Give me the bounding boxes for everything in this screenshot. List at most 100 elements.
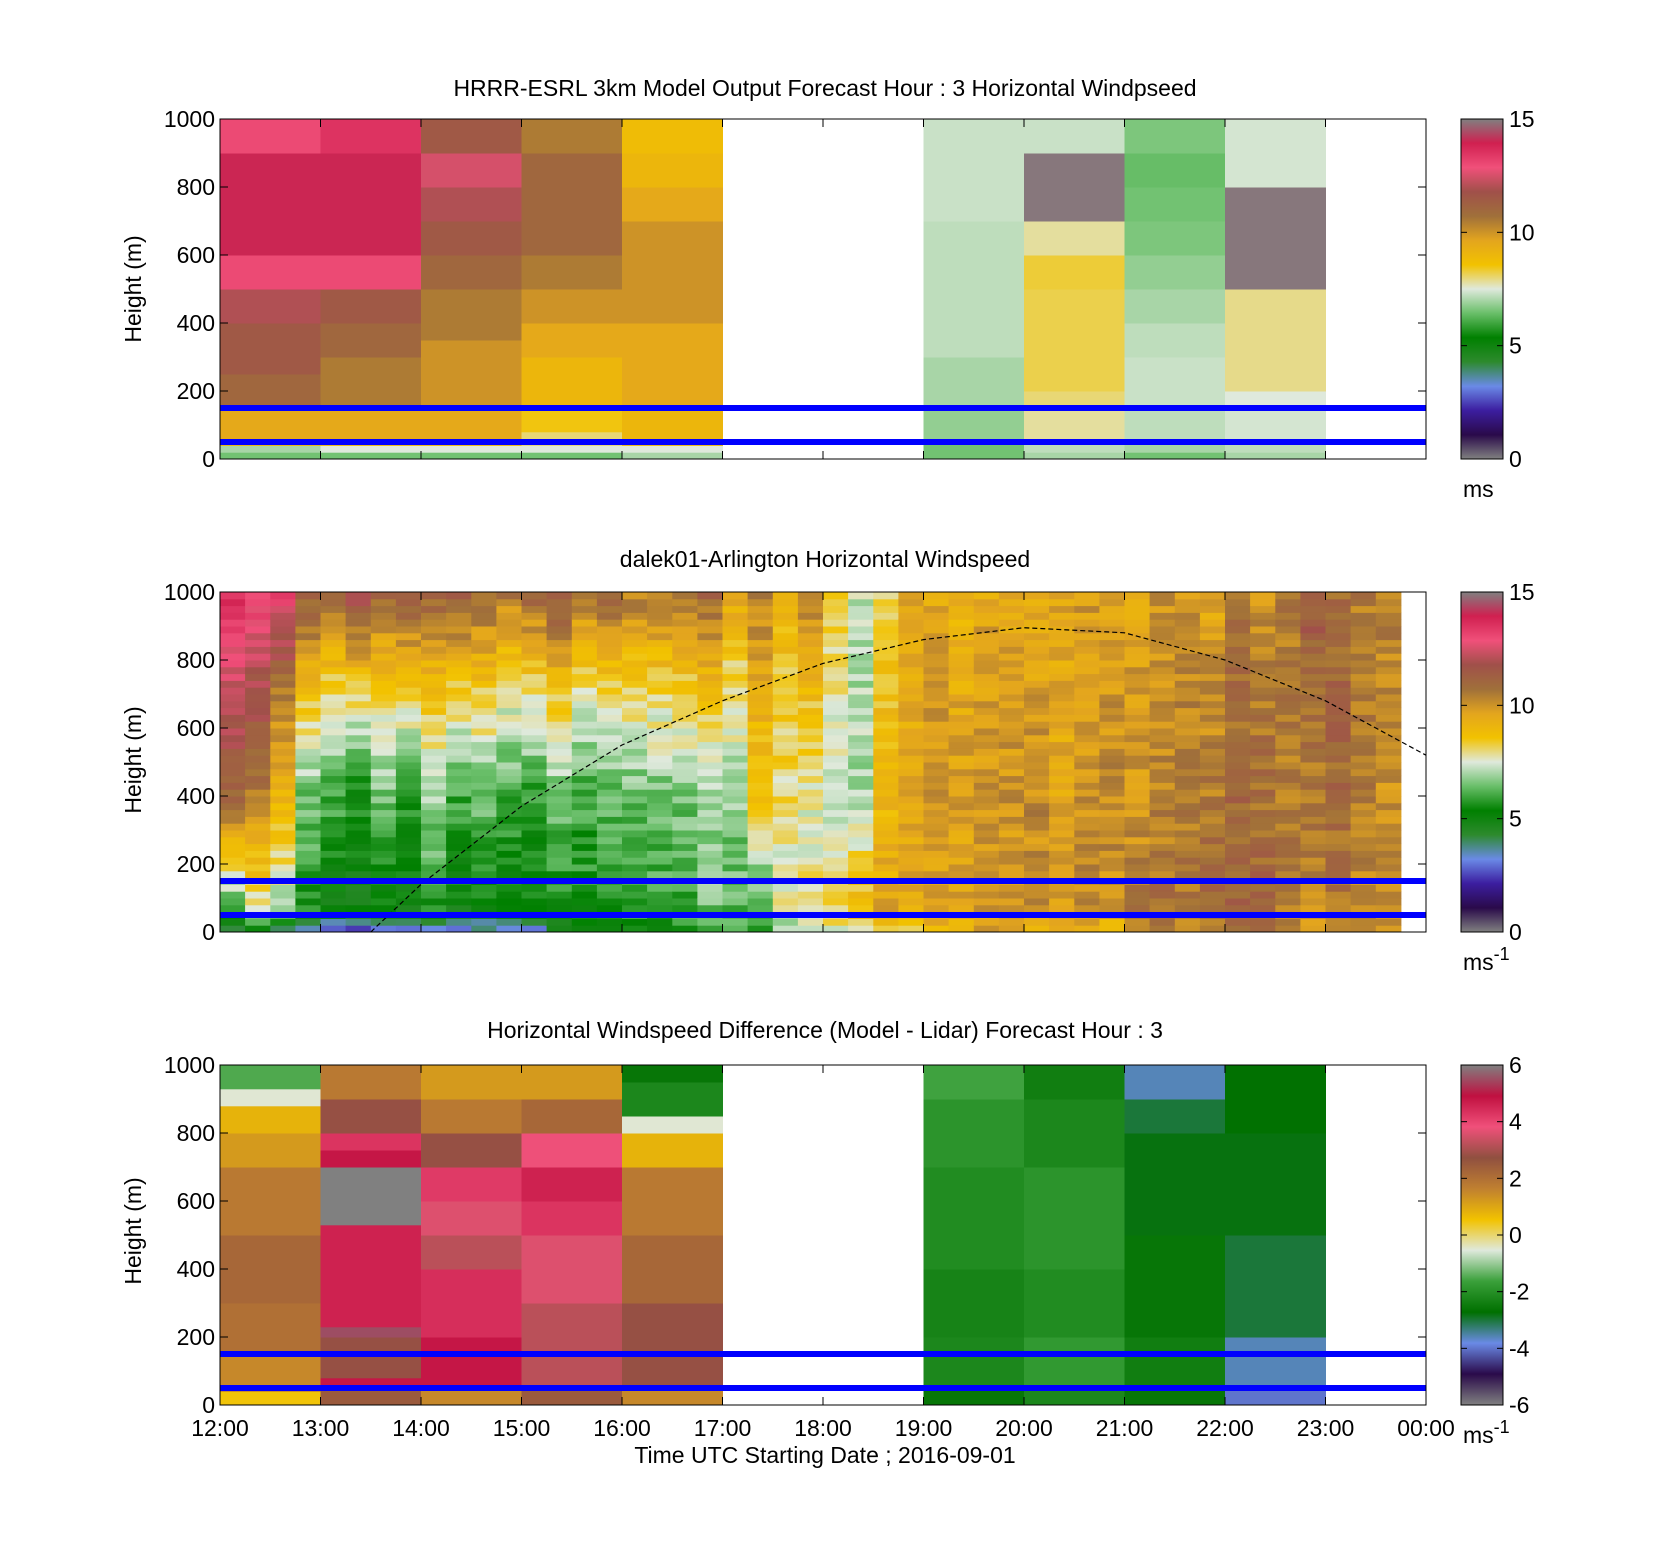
heatmap-cell — [873, 830, 899, 838]
heatmap-cell — [270, 857, 296, 865]
heatmap-cell — [1049, 612, 1075, 620]
heatmap-cell — [1225, 830, 1251, 838]
heatmap-cell — [220, 857, 246, 865]
heatmap-cell — [622, 673, 648, 681]
heatmap-cell — [446, 646, 472, 654]
heatmap-cell — [797, 857, 824, 865]
heatmap-cell — [797, 925, 824, 933]
heatmap-cell — [270, 605, 296, 613]
heatmap-cell — [1350, 605, 1377, 613]
heatmap-cell — [923, 632, 950, 641]
heatmap-cell — [320, 816, 347, 824]
heatmap-cell — [973, 741, 1000, 749]
heatmap-cell — [873, 721, 899, 729]
heatmap-cell — [1375, 598, 1402, 607]
heatmap-cell — [1375, 714, 1402, 722]
heatmap-cell — [395, 830, 422, 838]
heatmap-cell — [1024, 598, 1050, 607]
heatmap-cell — [546, 694, 573, 702]
heatmap-cell — [1024, 741, 1050, 749]
heatmap-cell — [697, 782, 723, 790]
heatmap-cell — [647, 592, 673, 600]
heatmap-cell — [1049, 843, 1075, 851]
heatmap-cell — [1375, 796, 1402, 804]
heatmap-cell — [697, 646, 723, 654]
heatmap-cell — [596, 632, 623, 641]
heatmap-cell — [1300, 700, 1326, 709]
heatmap-cell — [496, 653, 522, 661]
heatmap-cell — [898, 619, 924, 627]
heatmap-cell — [320, 830, 347, 838]
heatmap-cell — [998, 632, 1025, 641]
heatmap-cell — [647, 762, 673, 770]
heatmap-cell — [320, 626, 347, 634]
heatmap-cell — [546, 714, 573, 722]
heatmap-cell — [1174, 796, 1201, 804]
heatmap-cell — [697, 802, 723, 811]
heatmap-cell — [245, 850, 271, 858]
heatmap-cell — [1375, 687, 1402, 695]
heatmap-cell — [672, 768, 698, 777]
heatmap-cell — [1375, 843, 1402, 851]
heatmap-cell — [998, 782, 1025, 790]
heatmap-cell — [923, 714, 950, 722]
heatmap-cell — [521, 802, 548, 811]
heatmap-cell — [1074, 700, 1100, 709]
heatmap-cell — [1250, 728, 1276, 736]
heatmap-cell — [220, 802, 246, 811]
heatmap-cell — [873, 680, 899, 688]
heatmap-cell — [1024, 694, 1050, 702]
unit-base: ms — [1463, 476, 1494, 502]
heatmap-cell — [220, 660, 246, 668]
heatmap-cell — [320, 153, 422, 188]
heatmap-cell — [471, 660, 497, 668]
heatmap-cell — [546, 680, 573, 688]
heatmap-cell — [546, 646, 573, 654]
heatmap-cell — [923, 408, 1025, 440]
heatmap-cell — [797, 639, 824, 647]
heatmap-cell — [1275, 714, 1301, 722]
heatmap-cell — [270, 925, 296, 933]
heatmap-cell — [546, 660, 573, 668]
heatmap-cell — [1149, 646, 1176, 654]
heatmap-cell — [722, 639, 749, 647]
heatmap-cell — [1300, 775, 1326, 783]
heatmap-cell — [1024, 119, 1125, 154]
heatmap-cell — [998, 884, 1025, 892]
heatmap-cell — [973, 925, 1000, 933]
heatmap-cell — [1375, 748, 1402, 756]
heatmap-cell — [998, 904, 1025, 913]
heatmap-cell — [320, 755, 347, 763]
y-tick-label: 1000 — [164, 579, 215, 605]
heatmap-cell — [1325, 605, 1352, 613]
heatmap-cell — [295, 816, 321, 824]
heatmap-cell — [697, 775, 723, 783]
heatmap-cell — [1275, 687, 1301, 695]
heatmap-cell — [370, 823, 397, 831]
heatmap-cell — [521, 646, 548, 654]
heatmap-cell — [1199, 741, 1226, 749]
heatmap-cell — [797, 796, 824, 804]
heatmap-cell — [370, 748, 397, 756]
heatmap-cell — [823, 802, 849, 811]
heatmap-cell — [546, 904, 573, 913]
heatmap-cell — [471, 816, 497, 824]
heatmap-cell — [1375, 660, 1402, 668]
heatmap-cell — [320, 660, 347, 668]
heatmap-cell — [446, 734, 472, 743]
heatmap-cell — [345, 918, 372, 926]
heatmap-cell — [1149, 816, 1176, 824]
heatmap-cell — [446, 830, 472, 838]
heatmap-cell — [697, 605, 723, 613]
heatmap-cell — [1174, 918, 1201, 926]
heatmap-cell — [747, 762, 774, 770]
heatmap-cell — [823, 755, 849, 763]
heatmap-cell — [1024, 850, 1050, 858]
heatmap-cell — [647, 850, 673, 858]
heatmap-cell — [370, 850, 397, 858]
heatmap-cell — [345, 843, 372, 851]
heatmap-cell — [923, 666, 950, 675]
heatmap-cell — [973, 694, 1000, 702]
heatmap-cell — [596, 605, 623, 613]
heatmap-cell — [1199, 734, 1226, 743]
